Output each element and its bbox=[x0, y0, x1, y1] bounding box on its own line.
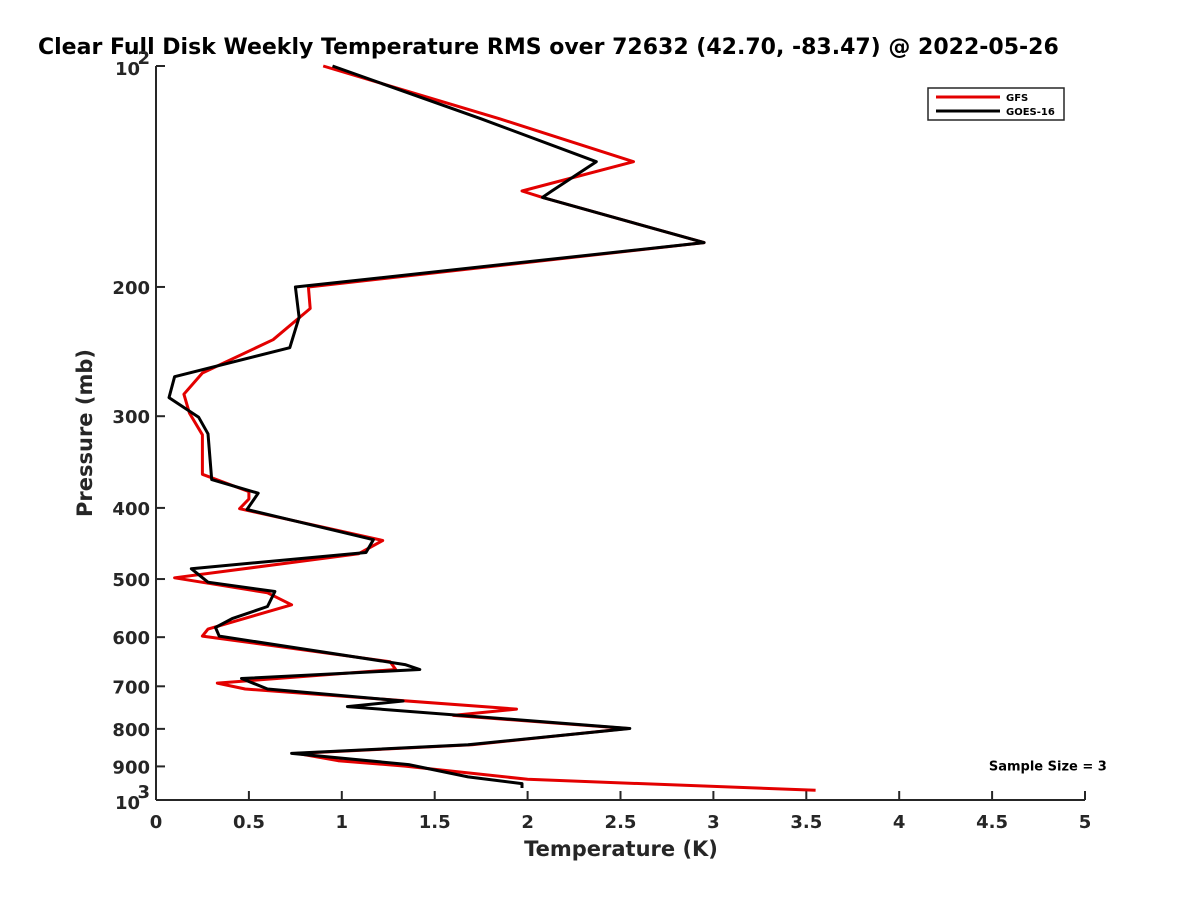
x-tick-label: 3.5 bbox=[790, 812, 822, 833]
x-axis-label: Temperature (K) bbox=[524, 837, 718, 861]
plot-area: 0 0.5 1 1.5 2 2.5 3 3.5 4 4.5 51022003004005006007… bbox=[112, 48, 1106, 833]
y-tick-label-exponent: 3 bbox=[137, 782, 150, 803]
y-tick-label: 700 bbox=[112, 677, 150, 698]
y-tick-label: 800 bbox=[112, 720, 150, 741]
y-tick-label-exponent: 2 bbox=[137, 48, 150, 69]
x-tick-label: 3 bbox=[707, 812, 720, 833]
y-tick-label-base: 10 bbox=[115, 793, 140, 814]
x-tick-label: 2.5 bbox=[605, 812, 637, 833]
legend-box bbox=[927, 87, 1065, 121]
y-tick-label: 900 bbox=[112, 757, 150, 778]
series-line-goes-16 bbox=[167, 64, 706, 788]
y-axis-label: Pressure (mb) bbox=[73, 349, 97, 517]
sample-size-annotation: Sample Size = 3 bbox=[989, 759, 1107, 774]
y-tick-label: 600 bbox=[112, 628, 150, 649]
series-line-gfs bbox=[173, 64, 816, 792]
y-tick-label: 200 bbox=[112, 278, 150, 299]
x-tick-label: 4.5 bbox=[976, 812, 1008, 833]
y-tick-label: 400 bbox=[112, 499, 150, 520]
legend: GFS GOES-16 bbox=[927, 87, 1065, 121]
y-tick-label-base: 10 bbox=[115, 59, 140, 80]
y-tick-label: 300 bbox=[112, 407, 150, 428]
x-tick-label: 5 bbox=[1079, 812, 1092, 833]
x-tick-label: 1.5 bbox=[419, 812, 451, 833]
chart-title: Clear Full Disk Weekly Temperature RMS o… bbox=[38, 35, 1059, 60]
legend-entry: GFS bbox=[1006, 93, 1028, 104]
x-tick-label: 2 bbox=[521, 812, 534, 833]
x-tick-label: 1 bbox=[336, 812, 349, 833]
legend-entry: GOES-16 bbox=[1006, 107, 1055, 118]
y-tick-label: 500 bbox=[112, 570, 150, 591]
x-tick-label: 0.5 bbox=[233, 812, 265, 833]
x-tick-label: 0 bbox=[150, 812, 163, 833]
x-tick-label: 4 bbox=[893, 812, 906, 833]
